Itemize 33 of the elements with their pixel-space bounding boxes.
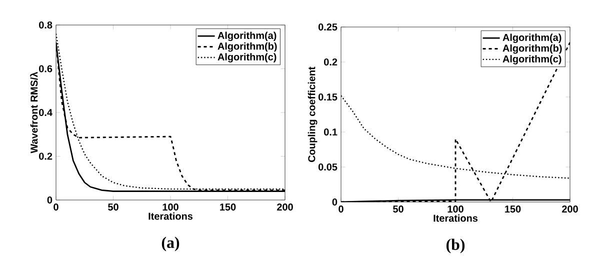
- y-tick-label: 0.2: [39, 152, 52, 160]
- x-tick-label: 150: [220, 204, 236, 211]
- x-tick-label: 100: [162, 204, 178, 211]
- text: (a): [162, 236, 180, 252]
- legend-label: Algorithm(b): [502, 44, 562, 54]
- legend-label: Algorithm(a): [502, 34, 562, 44]
- x-tick-label: 200: [562, 206, 578, 213]
- x-tick-label: 0: [338, 206, 344, 213]
- x-tick-label: 50: [393, 206, 404, 213]
- y-axis-title: Coupling coefficient: [308, 66, 318, 162]
- x-tick-label: 0: [54, 204, 58, 211]
- y-tick-label: 0.1: [324, 128, 338, 136]
- y-tick-label: 0: [332, 198, 338, 206]
- y-axis-title: Wavefront RMS/λ: [30, 72, 38, 154]
- legend-label: Algorithm(a): [218, 32, 276, 42]
- x-tick-label: 150: [505, 206, 521, 213]
- y-tick-label: 0.4: [39, 108, 52, 116]
- y-tick-label: 0: [47, 196, 52, 204]
- x-axis-title: Iterations: [434, 214, 478, 222]
- y-tick-label: 0.25: [318, 23, 338, 31]
- y-tick-label: 0.6: [39, 65, 52, 72]
- y-tick-label: 0.05: [318, 163, 338, 171]
- legend-label: Algorithm(c): [502, 55, 562, 64]
- legend-label: Algorithm(b): [218, 42, 277, 52]
- x-tick-label: 50: [108, 204, 118, 211]
- y-tick-label: 0.15: [318, 93, 338, 101]
- x-axis-title: Iterations: [148, 212, 193, 220]
- x-tick-label: 100: [448, 206, 464, 213]
- text: (b): [446, 238, 465, 254]
- y-tick-label: 0.2: [324, 58, 338, 66]
- y-tick-label: 0.8: [39, 21, 52, 29]
- legend-label: Algorithm(c): [218, 53, 276, 62]
- x-tick-label: 200: [277, 204, 293, 211]
